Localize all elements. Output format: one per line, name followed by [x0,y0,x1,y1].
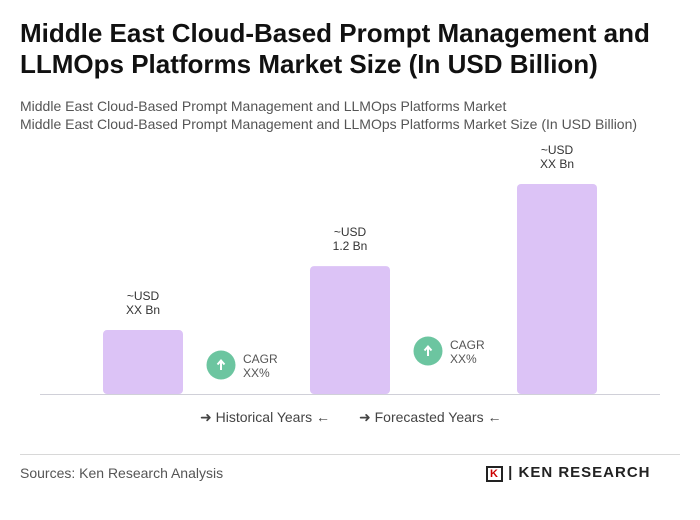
up-arrow-icon [216,358,226,370]
logo-icon: K [486,466,503,482]
bar [103,330,183,394]
data-label: ~USD [127,289,160,303]
ken-research-logo: K | KEN RESEARCH [486,464,651,482]
legend-historical-label: Historical Years [215,409,313,425]
cagr-label: XX% [243,366,270,380]
cagr-label: CAGR [450,338,485,352]
cagr-label: XX% [450,352,477,366]
cagr-label: CAGR [243,352,278,366]
subtitle-1: Middle East Cloud-Based Prompt Managemen… [20,98,507,114]
up-arrow-icon [423,344,433,356]
data-label: ~USD [541,143,574,157]
legend-forecasted: ➜ Forecasted Years ← [359,409,502,425]
divider [20,454,680,455]
data-label: 1.2 Bn [333,239,368,253]
data-label: XX Bn [126,303,160,317]
page-title: Middle East Cloud-Based Prompt Managemen… [20,18,650,79]
logo-text: KEN RESEARCH [518,464,651,481]
bar [517,184,597,394]
bar [310,266,390,394]
data-label: XX Bn [540,157,574,171]
subtitle-2: Middle East Cloud-Based Prompt Managemen… [20,116,638,132]
legend-forecasted-label: Forecasted Years [374,409,484,425]
sources: Sources: Ken Research Analysis [20,465,224,481]
legend-historical: ➜ Historical Years ← [200,409,331,425]
data-label: ~USD [334,225,367,239]
